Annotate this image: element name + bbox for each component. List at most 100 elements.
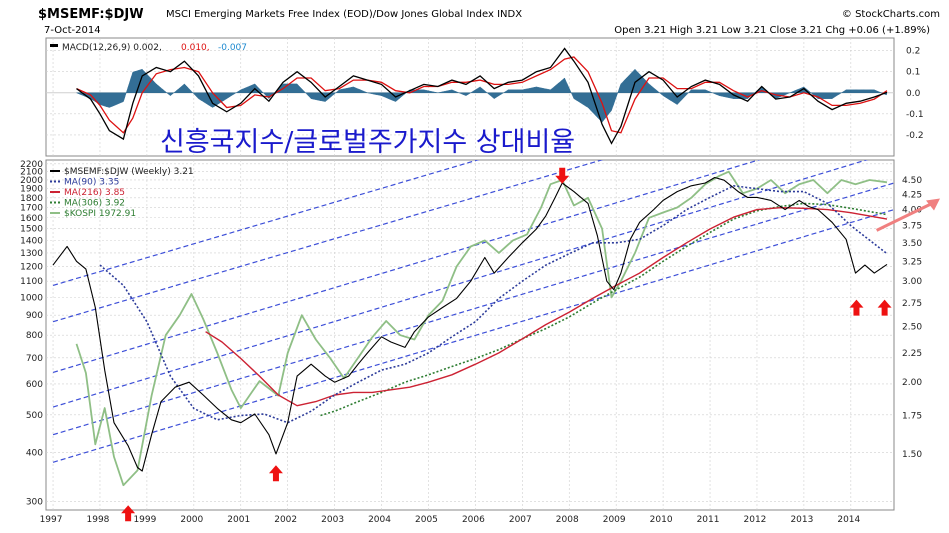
price-series: [52, 170, 888, 487]
right-tick-label: 2.00: [902, 378, 922, 388]
x-tick-label: 2007: [509, 515, 532, 525]
left-tick-label: 1100: [20, 277, 43, 287]
x-tick-label: 1999: [133, 515, 156, 525]
right-tick-label: 3.75: [902, 222, 922, 232]
macd-legend-swatch: [50, 44, 58, 47]
x-tick-label: 2012: [744, 515, 767, 525]
x-tick-label: 2006: [462, 515, 485, 525]
header-brand: © StockCharts.com: [842, 9, 940, 20]
macd-legend-hist: -0.007: [218, 43, 247, 53]
channel-line: [52, 160, 761, 374]
ma216-line: [205, 207, 888, 407]
x-tick-label: 2014: [837, 515, 860, 525]
macd-panel-frame: [45, 37, 895, 157]
down-arrow-icon: [555, 167, 570, 184]
overlay-title: 신흥국지수/글로벌주가지수 상대비율: [160, 127, 575, 158]
right-tick-label: 2.75: [902, 299, 922, 309]
kospi-line: [75, 170, 888, 487]
x-tick-label: 2010: [650, 515, 673, 525]
left-tick-label: 2000: [20, 176, 43, 186]
header-ohlc: Open 3.21 High 3.21 Low 3.21 Close 3.21 …: [614, 25, 930, 36]
left-tick-label: 1500: [20, 225, 43, 235]
macd-tick-label: 0.2: [906, 47, 920, 57]
right-tick-label: 3.50: [902, 239, 922, 249]
up-arrow-icon: [877, 299, 892, 316]
legend-label-ma306: MA(306) 3.92: [64, 199, 125, 209]
channel-line: [52, 160, 604, 323]
x-tick-label: 2002: [274, 515, 297, 525]
right-tick-label: 1.75: [902, 411, 922, 421]
x-tick-label: 2000: [180, 515, 203, 525]
legend-label-ma216: MA(216) 3.85: [64, 188, 125, 198]
up-arrow-icon: [121, 505, 136, 522]
x-tick-label: 2008: [556, 515, 579, 525]
header-date: 7-Oct-2014: [44, 25, 101, 36]
left-tick-label: 2100: [20, 168, 43, 178]
up-arrow-icon: [268, 465, 283, 482]
left-tick-label: 400: [26, 449, 43, 459]
x-tick-label: 1998: [87, 515, 110, 525]
ratio-line: [52, 176, 888, 472]
left-tick-label: 800: [26, 331, 43, 341]
right-tick-label: 3.00: [902, 277, 922, 287]
left-tick-label: 2200: [20, 160, 43, 170]
left-tick-label: 700: [26, 354, 43, 364]
ma90-line: [99, 185, 888, 424]
left-tick-label: 1900: [20, 185, 43, 195]
x-tick-label: 1997: [40, 515, 63, 525]
left-tick-label: 1600: [20, 214, 43, 224]
trend-arrow-shaft: [875, 201, 935, 232]
macd-legend-signal: 0.010,: [181, 43, 210, 53]
x-tick-label: 2011: [697, 515, 720, 525]
left-tick-label: 1800: [20, 194, 43, 204]
right-tick-label: 1.50: [902, 450, 922, 460]
up-arrow-icon: [849, 299, 864, 316]
x-tick-label: 2003: [321, 515, 344, 525]
left-tick-label: 300: [26, 497, 43, 507]
left-tick-label: 900: [26, 311, 43, 321]
right-tick-label: 4.50: [902, 176, 922, 186]
x-tick-label: 2004: [368, 515, 391, 525]
right-tick-label: 4.00: [902, 206, 922, 216]
channel-line: [52, 208, 894, 463]
right-tick-label: 2.50: [902, 323, 922, 333]
right-tick-label: 2.25: [902, 349, 922, 359]
price-grid: [46, 160, 894, 510]
header-description: MSCI Emerging Markets Free Index (EOD)/D…: [166, 9, 522, 20]
legend-label-ratio: $MSEMF:$DJW (Weekly) 3.21: [64, 167, 194, 177]
price-y-axis-right: 4.50 4.25 4.00 3.75 3.50 3.25 3.00 2.75 2.50 2.25…: [902, 176, 922, 460]
macd-lines: [76, 47, 888, 145]
left-tick-label: 600: [26, 380, 43, 390]
macd-line: [76, 47, 888, 145]
x-tick-label: 2009: [603, 515, 626, 525]
left-tick-label: 1000: [20, 293, 43, 303]
channel-line: [52, 160, 480, 286]
right-tick-label: 3.25: [902, 257, 922, 267]
left-tick-label: 1700: [20, 203, 43, 213]
annotation-arrows: [121, 167, 940, 522]
legend-label-ma90: MA(90) 3.35: [64, 178, 119, 188]
macd-tick-label: 0.0: [906, 89, 921, 99]
channel-lines: [52, 160, 894, 463]
macd-y-axis: 0.2 0.1 0.0 -0.1 -0.2: [906, 47, 924, 141]
macd-tick-label: -0.2: [906, 131, 924, 141]
left-tick-label: 1300: [20, 249, 43, 259]
header-symbol: $MSEMF:$DJW: [38, 7, 144, 22]
left-tick-label: 500: [26, 411, 43, 421]
right-tick-label: 4.25: [902, 190, 922, 200]
x-axis: 1997 1998 1999 2000 2001 2002 2003 2004 2005 2006…: [40, 515, 861, 525]
macd-tick-label: -0.1: [906, 110, 924, 120]
macd-tick-label: 0.1: [906, 68, 920, 78]
channel-line: [52, 182, 894, 436]
macd-signal-line: [76, 56, 888, 134]
x-tick-label: 2013: [790, 515, 813, 525]
x-tick-label: 2001: [227, 515, 250, 525]
macd-legend: MACD(12,26,9) 0.002, 0.010, -0.007: [50, 43, 247, 53]
trend-arrow-head-icon: [926, 198, 940, 211]
channel-line: [52, 160, 869, 408]
left-tick-label: 1400: [20, 236, 43, 246]
